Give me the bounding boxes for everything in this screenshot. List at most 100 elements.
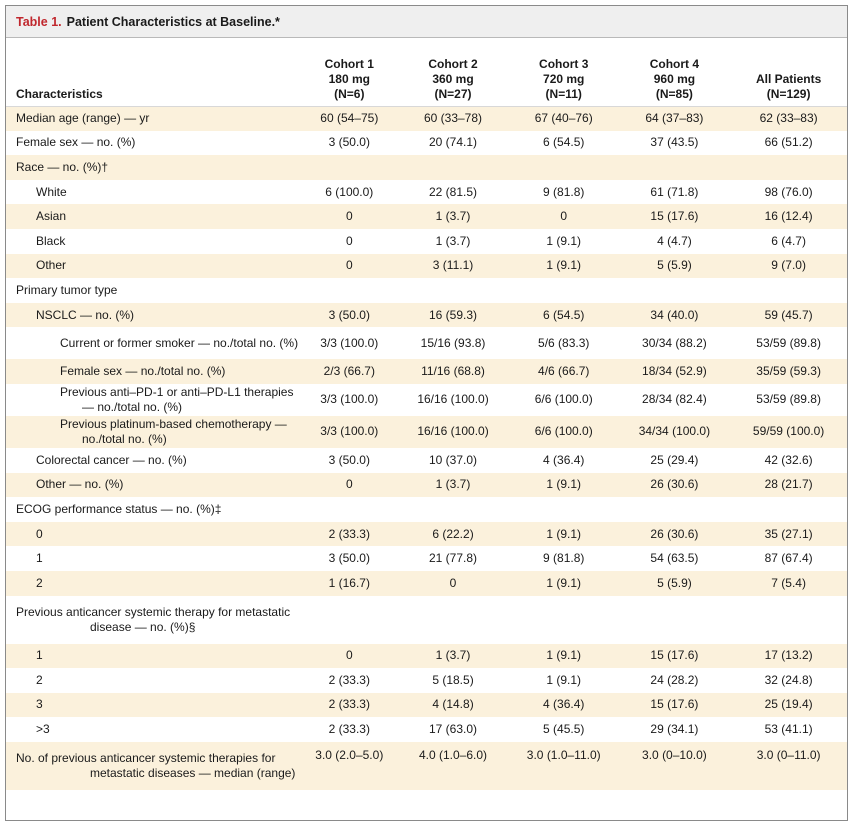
cell-value: 6 (54.5) — [508, 302, 619, 328]
row-label: Previous platinum-based chemotherapy — n… — [60, 416, 287, 446]
row-label: 1 — [36, 551, 43, 566]
cell-value: 3 (50.0) — [328, 551, 370, 566]
cell-value: 4/6 (66.7) — [508, 359, 619, 384]
cell-value: 20 (74.1) — [429, 135, 478, 150]
cell-value: 3.0 (0–10.0) — [618, 741, 731, 790]
cell-value: 2 (33.3) — [328, 722, 370, 737]
cell-value: 3 (11.1) — [397, 253, 509, 279]
header-line: Cohort 1 — [324, 56, 374, 71]
cell-value: 5/6 (83.3) — [538, 335, 590, 350]
cell-value: 1 (3.7) — [397, 472, 509, 498]
row-label: Female sex — no./total no. (%) — [6, 359, 302, 384]
cell-value: 1 (9.1) — [508, 253, 619, 279]
cell-value: 16 (12.4) — [730, 204, 847, 229]
cell-value: 18/34 (52.9) — [618, 359, 731, 384]
cell-value: 61 (71.8) — [650, 184, 699, 199]
cell-value: 29 (34.1) — [650, 722, 699, 737]
cell-value: 62 (33–83) — [730, 106, 847, 131]
cell-value: 6 (22.2) — [397, 521, 509, 547]
cell-value — [730, 155, 847, 180]
table-row: Previous anticancer systemic therapy for… — [6, 596, 847, 644]
table-row: Race — no. (%)† — [6, 155, 847, 180]
cell-value: 0 — [301, 253, 398, 279]
cell-value: 28 (21.7) — [730, 472, 847, 498]
patient-characteristics-table: Characteristics Cohort 1 180 mg (N=6) Co… — [6, 38, 847, 790]
cell-value — [397, 497, 509, 522]
table-title: Patient Characteristics at Baseline.* — [66, 14, 280, 29]
cell-value: 1 (9.1) — [508, 643, 619, 669]
table-frame: Table 1. Patient Characteristics at Base… — [5, 5, 848, 821]
table-row: Colorectal cancer — no. (%) 3 (50.0) 10 … — [6, 448, 847, 473]
cell-value — [509, 497, 619, 522]
cell-value: 24 (28.2) — [650, 672, 699, 687]
column-header-cohort-2: Cohort 2 360 mg (N=27) — [397, 38, 509, 107]
cell-value: 6 (100.0) — [325, 184, 374, 199]
table-title-bar: Table 1. Patient Characteristics at Base… — [6, 6, 847, 38]
cell-value: 6 (4.7) — [771, 233, 806, 248]
table-row: Primary tumor type — [6, 278, 847, 303]
table-row: Black 0 1 (3.7) 1 (9.1) 4 (4.7) 6 (4.7) — [6, 229, 847, 254]
table-row: Previous platinum-based chemotherapy — n… — [6, 415, 847, 448]
cell-value — [618, 155, 731, 180]
cell-value: 25 (29.4) — [650, 452, 699, 467]
cell-value: 32 (24.8) — [764, 672, 813, 687]
cell-value: 1 (9.1) — [546, 233, 582, 248]
cell-value: 17 (63.0) — [429, 722, 478, 737]
cell-value: 9 (81.8) — [543, 184, 585, 199]
row-label: No. of previous anticancer systemic ther… — [16, 750, 296, 780]
cell-value: 35 (27.1) — [730, 521, 847, 547]
cell-value: 3/3 (100.0) — [320, 335, 379, 350]
cell-value: 35/59 (59.3) — [730, 359, 847, 384]
row-label: Primary tumor type — [16, 282, 118, 297]
table-row: Other 0 3 (11.1) 1 (9.1) 5 (5.9) 9 (7.0) — [6, 253, 847, 279]
cell-value: 1 (9.1) — [508, 521, 619, 547]
cell-value: 2 (33.3) — [301, 692, 398, 718]
row-label: Race — no. (%)† — [6, 155, 302, 180]
row-label: 1 — [6, 643, 302, 669]
row-label: Asian — [6, 204, 302, 229]
cell-value — [509, 278, 619, 303]
cell-value: 25 (19.4) — [730, 692, 847, 718]
cell-value: 22 (81.5) — [429, 184, 478, 199]
column-header-all-patients: All Patients (N=129) — [730, 38, 847, 107]
cell-value: 3 (50.0) — [301, 302, 398, 328]
row-label: 0 — [6, 521, 302, 547]
cell-value — [301, 155, 398, 180]
cell-value — [397, 596, 509, 644]
column-header-characteristics: Characteristics — [6, 38, 302, 107]
cell-value: 15 (17.6) — [618, 692, 731, 718]
cell-value — [509, 596, 619, 644]
cell-value: 7 (5.4) — [730, 570, 847, 596]
header-line: (N=6) — [334, 86, 365, 101]
row-label: Current or former smoker — no./total no.… — [60, 335, 299, 350]
table-row: 2 1 (16.7) 0 1 (9.1) 5 (5.9) 7 (5.4) — [6, 570, 847, 596]
cell-value: 26 (30.6) — [618, 472, 731, 498]
header-line: Cohort 2 — [428, 56, 478, 71]
column-header-cohort-4: Cohort 4 960 mg (N=85) — [618, 38, 731, 107]
cell-value — [301, 596, 397, 644]
table-row: White 6 (100.0) 22 (81.5) 9 (81.8) 61 (7… — [6, 180, 847, 205]
cell-value: 59/59 (100.0) — [730, 415, 847, 448]
table-row: Median age (range) — yr 60 (54–75) 60 (3… — [6, 106, 847, 131]
cell-value: 15 (17.6) — [618, 204, 731, 229]
header-line: (N=27) — [434, 86, 472, 101]
cell-value: 10 (37.0) — [429, 452, 478, 467]
cell-value: 4 (36.4) — [543, 452, 585, 467]
cell-value: 54 (63.5) — [650, 551, 699, 566]
table-row: 1 0 1 (3.7) 1 (9.1) 15 (17.6) 17 (13.2) — [6, 643, 847, 669]
table-row: Female sex — no./total no. (%) 2/3 (66.7… — [6, 359, 847, 384]
table-row: Previous anti–PD-1 or anti–PD-L1 therapi… — [6, 384, 847, 416]
cell-value: 53/59 (89.8) — [756, 392, 821, 407]
cell-value: 60 (54–75) — [301, 106, 398, 131]
header-line: Cohort 4 — [649, 56, 700, 71]
row-label: 2 — [36, 672, 43, 687]
column-header-cohort-3: Cohort 3 720 mg (N=11) — [508, 38, 619, 107]
column-header-cohort-1: Cohort 1 180 mg (N=6) — [301, 38, 398, 107]
cell-value: 1 (16.7) — [301, 570, 398, 596]
cell-value — [301, 497, 397, 522]
table-row: 3 2 (33.3) 4 (14.8) 4 (36.4) 15 (17.6) 2… — [6, 692, 847, 718]
cell-value — [619, 596, 731, 644]
cell-value: 0 — [301, 472, 398, 498]
cell-value: 1 (9.1) — [508, 570, 619, 596]
cell-value: 3.0 (2.0–5.0) — [301, 741, 398, 790]
